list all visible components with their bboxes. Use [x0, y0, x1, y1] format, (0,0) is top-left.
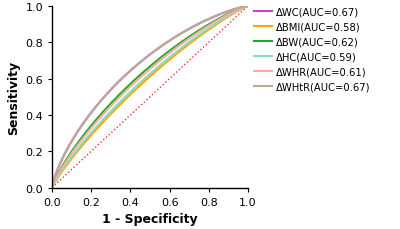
- ΔWC(AUC=0.67): [210, 17, 215, 19]
- ΔBW(AUC=0.62): [246, 5, 250, 8]
- ΔWHtR(AUC=0.67): [50, 186, 54, 189]
- ΔBW(AUC=0.62): [50, 186, 54, 189]
- Legend: ΔWC(AUC=0.67), ΔBMI(AUC=0.58), ΔBW(AUC=0.62), ΔHC(AUC=0.59), ΔWHR(AUC=0.61), ΔWH: ΔWC(AUC=0.67), ΔBMI(AUC=0.58), ΔBW(AUC=0…: [250, 3, 374, 96]
- ΔWHR(AUC=0.61): [143, 72, 148, 75]
- ΔWHR(AUC=0.61): [156, 61, 160, 64]
- ΔBMI(AUC=0.58): [50, 186, 54, 189]
- ΔHC(AUC=0.59): [144, 76, 149, 79]
- ΔHC(AUC=0.59): [166, 57, 171, 60]
- ΔWHR(AUC=0.61): [50, 186, 54, 189]
- ΔBW(AUC=0.62): [143, 70, 148, 73]
- ΔWC(AUC=0.67): [50, 186, 54, 189]
- X-axis label: 1 - Specificity: 1 - Specificity: [102, 212, 198, 225]
- ΔWC(AUC=0.67): [166, 41, 171, 43]
- ΔWC(AUC=0.67): [143, 58, 148, 60]
- ΔWC(AUC=0.67): [241, 6, 246, 9]
- ΔWHtR(AUC=0.67): [210, 17, 215, 19]
- ΔBW(AUC=0.62): [144, 69, 149, 72]
- ΔBMI(AUC=0.58): [241, 8, 246, 10]
- Line: ΔBW(AUC=0.62): ΔBW(AUC=0.62): [52, 7, 248, 188]
- ΔWHtR(AUC=0.67): [156, 48, 160, 51]
- ΔWC(AUC=0.67): [144, 57, 149, 59]
- ΔWHtR(AUC=0.67): [246, 5, 250, 8]
- ΔWHtR(AUC=0.67): [143, 58, 148, 60]
- ΔWC(AUC=0.67): [156, 48, 160, 51]
- ΔBMI(AUC=0.58): [143, 80, 148, 83]
- ΔWHR(AUC=0.61): [144, 71, 149, 74]
- ΔBMI(AUC=0.58): [246, 5, 250, 8]
- ΔBMI(AUC=0.58): [156, 69, 160, 71]
- ΔHC(AUC=0.59): [246, 5, 250, 8]
- Line: ΔBMI(AUC=0.58): ΔBMI(AUC=0.58): [52, 7, 248, 188]
- ΔBMI(AUC=0.58): [166, 60, 171, 62]
- ΔWHtR(AUC=0.67): [241, 6, 246, 9]
- ΔBW(AUC=0.62): [210, 22, 215, 24]
- ΔHC(AUC=0.59): [241, 8, 246, 10]
- ΔWHR(AUC=0.61): [246, 5, 250, 8]
- ΔWHR(AUC=0.61): [166, 53, 171, 56]
- ΔWHR(AUC=0.61): [210, 23, 215, 25]
- ΔBMI(AUC=0.58): [210, 26, 215, 29]
- ΔBW(AUC=0.62): [241, 7, 246, 10]
- Y-axis label: Sensitivity: Sensitivity: [7, 60, 20, 134]
- ΔHC(AUC=0.59): [143, 77, 148, 80]
- ΔBMI(AUC=0.58): [144, 79, 149, 82]
- ΔBW(AUC=0.62): [156, 59, 160, 62]
- ΔWHtR(AUC=0.67): [144, 57, 149, 59]
- Line: ΔWC(AUC=0.67): ΔWC(AUC=0.67): [52, 7, 248, 188]
- ΔHC(AUC=0.59): [50, 186, 54, 189]
- ΔWHtR(AUC=0.67): [166, 41, 171, 43]
- ΔWHR(AUC=0.61): [241, 7, 246, 10]
- Line: ΔWHtR(AUC=0.67): ΔWHtR(AUC=0.67): [52, 7, 248, 188]
- Line: ΔHC(AUC=0.59): ΔHC(AUC=0.59): [52, 7, 248, 188]
- Line: ΔWHR(AUC=0.61): ΔWHR(AUC=0.61): [52, 7, 248, 188]
- ΔHC(AUC=0.59): [210, 25, 215, 28]
- ΔBW(AUC=0.62): [166, 51, 171, 54]
- ΔHC(AUC=0.59): [156, 66, 160, 69]
- ΔWC(AUC=0.67): [246, 5, 250, 8]
